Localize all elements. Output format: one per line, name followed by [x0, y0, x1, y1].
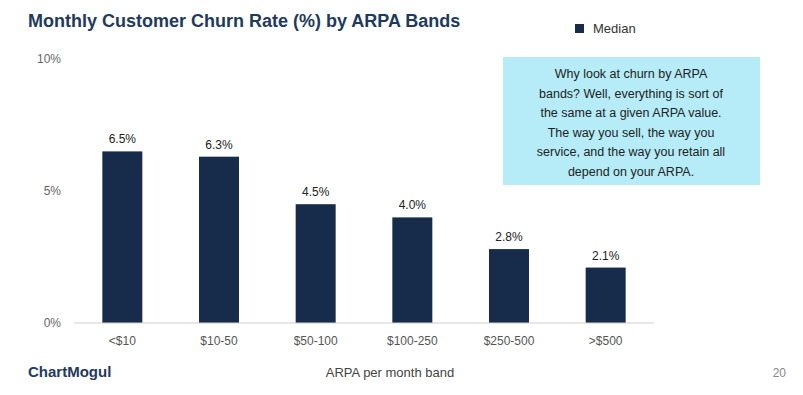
x-tick-label: <$10: [109, 334, 136, 348]
chart-svg: Monthly Customer Churn Rate (%) by ARPA …: [0, 0, 803, 395]
legend-swatch: [575, 24, 584, 33]
bar: [392, 217, 432, 323]
x-tick-label: $250-500: [484, 334, 535, 348]
data-label: 4.5%: [302, 185, 330, 199]
annotation-box: [503, 57, 760, 185]
annotation-text: bands? Well, everything is sort of: [539, 87, 723, 101]
source-logo: ChartMogul: [28, 363, 111, 380]
data-label: 2.8%: [495, 230, 523, 244]
y-tick-label: 5%: [44, 184, 62, 198]
bar: [296, 204, 336, 323]
annotation-text: Why look at churn by ARPA: [555, 67, 708, 81]
y-tick-mark: [70, 191, 74, 192]
y-tick-mark: [70, 59, 74, 60]
annotation-text: service, and the way you retain all: [537, 145, 725, 159]
page-number: 20: [773, 366, 787, 380]
data-label: 6.3%: [205, 138, 233, 152]
data-label: 4.0%: [399, 198, 427, 212]
x-axis-label: ARPA per month band: [326, 365, 454, 380]
y-tick-label: 10%: [37, 52, 61, 66]
y-tick-label: 0%: [44, 316, 62, 330]
annotation-text: the same at a given ARPA value.: [540, 106, 721, 120]
data-label: 2.1%: [592, 249, 620, 263]
legend-label: Median: [593, 21, 636, 36]
x-tick-label: $10-50: [200, 334, 238, 348]
bar: [489, 249, 529, 323]
bar: [586, 268, 626, 323]
chart-title: Monthly Customer Churn Rate (%) by ARPA …: [28, 11, 460, 31]
annotation-text: depend on your ARPA.: [568, 165, 694, 179]
annotation-text: The way you sell, the way you: [548, 126, 715, 140]
x-axis-line: [74, 323, 654, 324]
bar: [199, 157, 239, 323]
x-tick-label: $50-100: [294, 334, 338, 348]
x-tick-label: $100-250: [387, 334, 438, 348]
chart-container: Monthly Customer Churn Rate (%) by ARPA …: [0, 0, 803, 395]
bar: [102, 151, 142, 323]
x-tick-label: >$500: [589, 334, 623, 348]
y-tick-mark: [70, 323, 74, 324]
data-label: 6.5%: [109, 132, 137, 146]
